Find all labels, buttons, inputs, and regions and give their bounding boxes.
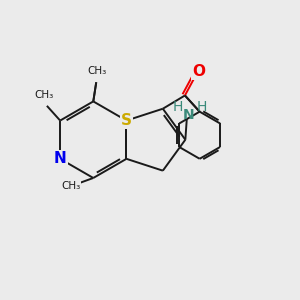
Text: S: S bbox=[121, 113, 132, 128]
Text: H: H bbox=[197, 100, 207, 114]
Text: N: N bbox=[54, 151, 67, 166]
Text: N: N bbox=[182, 108, 194, 122]
Text: CH₃: CH₃ bbox=[61, 181, 81, 191]
Text: CH₃: CH₃ bbox=[87, 66, 106, 76]
Text: H: H bbox=[172, 100, 183, 114]
Text: O: O bbox=[192, 64, 205, 79]
Text: CH₃: CH₃ bbox=[34, 90, 54, 100]
